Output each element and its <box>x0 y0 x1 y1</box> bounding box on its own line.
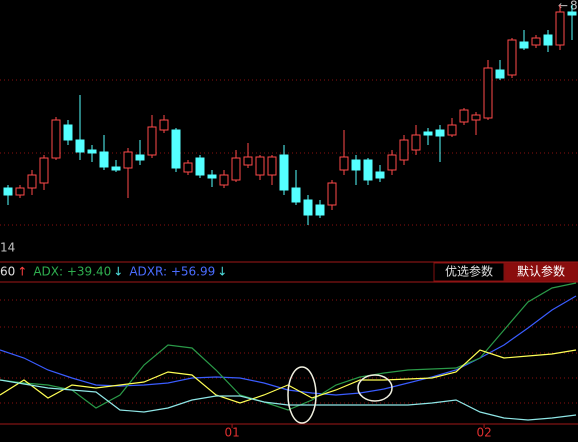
candle-body <box>483 67 493 119</box>
button-label[interactable]: 默认参数 <box>517 264 565 279</box>
indicator-label: ↑ <box>17 265 27 279</box>
candle-body <box>279 154 289 191</box>
indicator-label: ↓ <box>217 265 227 279</box>
candle-body <box>303 199 313 216</box>
candle-body <box>243 156 253 166</box>
candle-body <box>27 174 37 189</box>
candle-body <box>99 151 109 168</box>
candle-body <box>87 149 97 154</box>
indicator-line <box>0 349 577 404</box>
candle-body <box>351 159 361 171</box>
indicator-label: ADX: +39.40 <box>33 265 111 279</box>
candle-body <box>363 159 373 181</box>
candle-body <box>15 187 25 196</box>
candle-body <box>447 124 457 136</box>
candle-body <box>459 109 469 123</box>
candle-body <box>387 154 397 171</box>
candle-body <box>435 129 445 137</box>
candle-body <box>423 131 433 136</box>
candle-body <box>63 124 73 141</box>
candle-body <box>207 174 217 179</box>
candle-body <box>411 134 421 151</box>
highlight-ellipse <box>357 374 393 402</box>
candle-body <box>531 37 541 46</box>
candle-body <box>567 11 577 16</box>
candle-body <box>339 156 349 171</box>
arrow-icon: ← <box>558 0 568 13</box>
candle-body <box>123 151 133 169</box>
candle-body <box>291 187 301 203</box>
candle-body <box>219 174 229 186</box>
highlight-ellipse <box>287 366 317 424</box>
candle-body <box>135 154 145 161</box>
candle-body <box>495 69 505 79</box>
candle-body <box>471 114 481 121</box>
indicator-label: ADXR: +56.99 <box>129 265 215 279</box>
indicator-line <box>0 282 577 411</box>
candle-body <box>39 157 49 184</box>
candle-body <box>171 129 181 169</box>
candle-body <box>267 156 277 176</box>
indicator-header: 60 ↑ ADX: +39.40 ↓ ADXR: +56.99 ↓ <box>0 265 227 279</box>
candle-body <box>555 11 565 46</box>
candle-body <box>327 182 337 206</box>
date-label: 14 <box>0 241 15 255</box>
candle-body <box>399 139 409 161</box>
indicator-label: 60 <box>0 265 15 279</box>
corner-label: 8 <box>570 0 578 13</box>
button[interactable] <box>433 262 505 282</box>
candle-body <box>195 157 205 176</box>
candle-body <box>111 166 121 171</box>
candle-body <box>231 157 241 181</box>
candle-body <box>3 187 13 196</box>
indicator-line <box>0 295 577 396</box>
candle-body <box>183 162 193 173</box>
candle-body <box>315 204 325 216</box>
x-tick-label: 02 <box>476 426 491 440</box>
plot: 01 02 <box>0 5 577 440</box>
candle-body <box>507 39 517 76</box>
candle-body <box>159 119 169 131</box>
button[interactable] <box>504 262 578 282</box>
candle-body <box>75 139 85 153</box>
indicator-line <box>0 379 577 421</box>
indicator-label: ↓ <box>113 265 123 279</box>
candle-body <box>375 171 385 179</box>
candle-body <box>147 126 157 156</box>
candle-body <box>255 156 265 176</box>
candle-body <box>543 34 553 46</box>
button-label[interactable]: 优选参数 <box>445 264 493 279</box>
candle-body <box>51 119 61 159</box>
x-tick-label: 01 <box>224 426 239 440</box>
candle-body <box>519 41 529 49</box>
